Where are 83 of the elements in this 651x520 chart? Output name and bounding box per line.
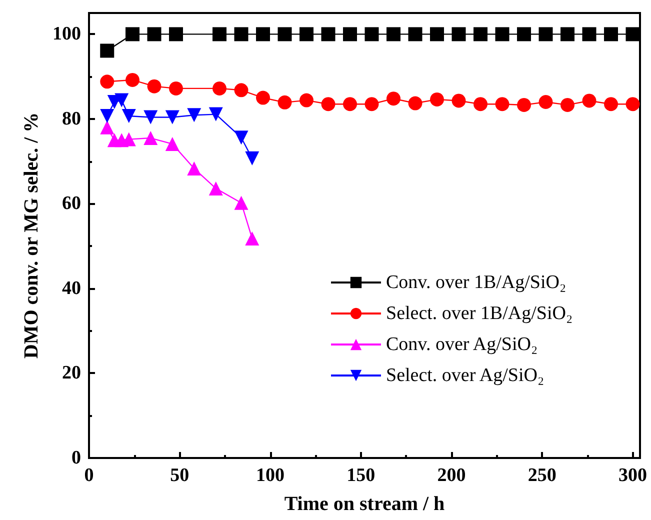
- legend-label: Select. over Ag/SiO₂: [386, 365, 544, 386]
- point: [165, 110, 180, 124]
- point: [452, 94, 466, 108]
- y-tick-label: 40: [62, 278, 81, 299]
- point: [147, 27, 162, 42]
- point: [100, 44, 114, 58]
- point: [100, 74, 114, 89]
- x-tick-label: 200: [437, 465, 466, 486]
- point: [187, 162, 202, 176]
- point: [626, 97, 640, 112]
- point: [386, 92, 400, 106]
- x-axis-title: Time on stream / h: [284, 493, 445, 515]
- point: [495, 27, 510, 42]
- point: [452, 27, 466, 42]
- x-tick-label: 100: [256, 465, 284, 486]
- point: [408, 96, 422, 110]
- point: [430, 27, 444, 42]
- point: [604, 27, 618, 42]
- point: [364, 97, 379, 112]
- point: [300, 93, 314, 108]
- point: [364, 27, 379, 42]
- point: [100, 108, 114, 123]
- point: [430, 92, 444, 106]
- point: [234, 196, 248, 210]
- x-tick-label: 250: [528, 465, 556, 486]
- y-tick-label: 20: [62, 362, 81, 384]
- x-tick-label: 50: [170, 465, 190, 486]
- x-tick-label: 300: [618, 465, 647, 486]
- point: [474, 27, 488, 42]
- point: [538, 27, 553, 42]
- point: [147, 79, 162, 94]
- point: [278, 95, 292, 110]
- point: [245, 151, 260, 166]
- point: [321, 97, 336, 112]
- point: [538, 95, 553, 109]
- point: [114, 93, 129, 108]
- point: [582, 94, 596, 108]
- point: [126, 27, 140, 42]
- point: [144, 131, 158, 146]
- point: [122, 108, 136, 123]
- point: [187, 108, 202, 122]
- point: [256, 90, 270, 105]
- point: [212, 81, 226, 96]
- point: [278, 27, 292, 42]
- point: [165, 136, 180, 151]
- point: [321, 27, 336, 42]
- legend-label: Conv. over 1B/Ag/SiO₂: [386, 272, 566, 293]
- x-tick-label: 0: [84, 465, 94, 486]
- y-tick-label: 80: [62, 108, 81, 130]
- point: [126, 72, 140, 87]
- point: [234, 130, 248, 145]
- point: [408, 27, 422, 42]
- point: [169, 27, 183, 42]
- y-axis-title: DMO conv. or MG selec. / %: [20, 112, 43, 359]
- point: [474, 97, 488, 112]
- point: [386, 27, 400, 42]
- point: [300, 27, 314, 42]
- point: [144, 110, 158, 124]
- y-tick-label: 60: [62, 193, 81, 214]
- point: [256, 27, 270, 42]
- point: [245, 231, 260, 246]
- legend-label: Conv. over Ag/SiO₂: [386, 334, 538, 355]
- point: [343, 27, 357, 42]
- point: [495, 97, 510, 112]
- point: [100, 120, 114, 134]
- point: [626, 27, 640, 42]
- point: [234, 27, 248, 42]
- legend-label: Select. over 1B/Ag/SiO₂: [386, 303, 573, 324]
- point: [169, 81, 183, 96]
- point: [212, 27, 226, 42]
- x-tick-label: 150: [346, 465, 376, 486]
- point: [582, 27, 596, 42]
- point: [208, 181, 223, 196]
- point: [560, 98, 574, 112]
- point: [517, 98, 531, 112]
- point: [208, 107, 223, 122]
- point: [234, 83, 248, 98]
- point: [560, 27, 574, 42]
- point: [517, 27, 531, 42]
- y-tick-label: 0: [72, 448, 81, 468]
- point: [343, 97, 357, 112]
- point: [604, 97, 618, 112]
- y-tick-label: 100: [52, 24, 81, 45]
